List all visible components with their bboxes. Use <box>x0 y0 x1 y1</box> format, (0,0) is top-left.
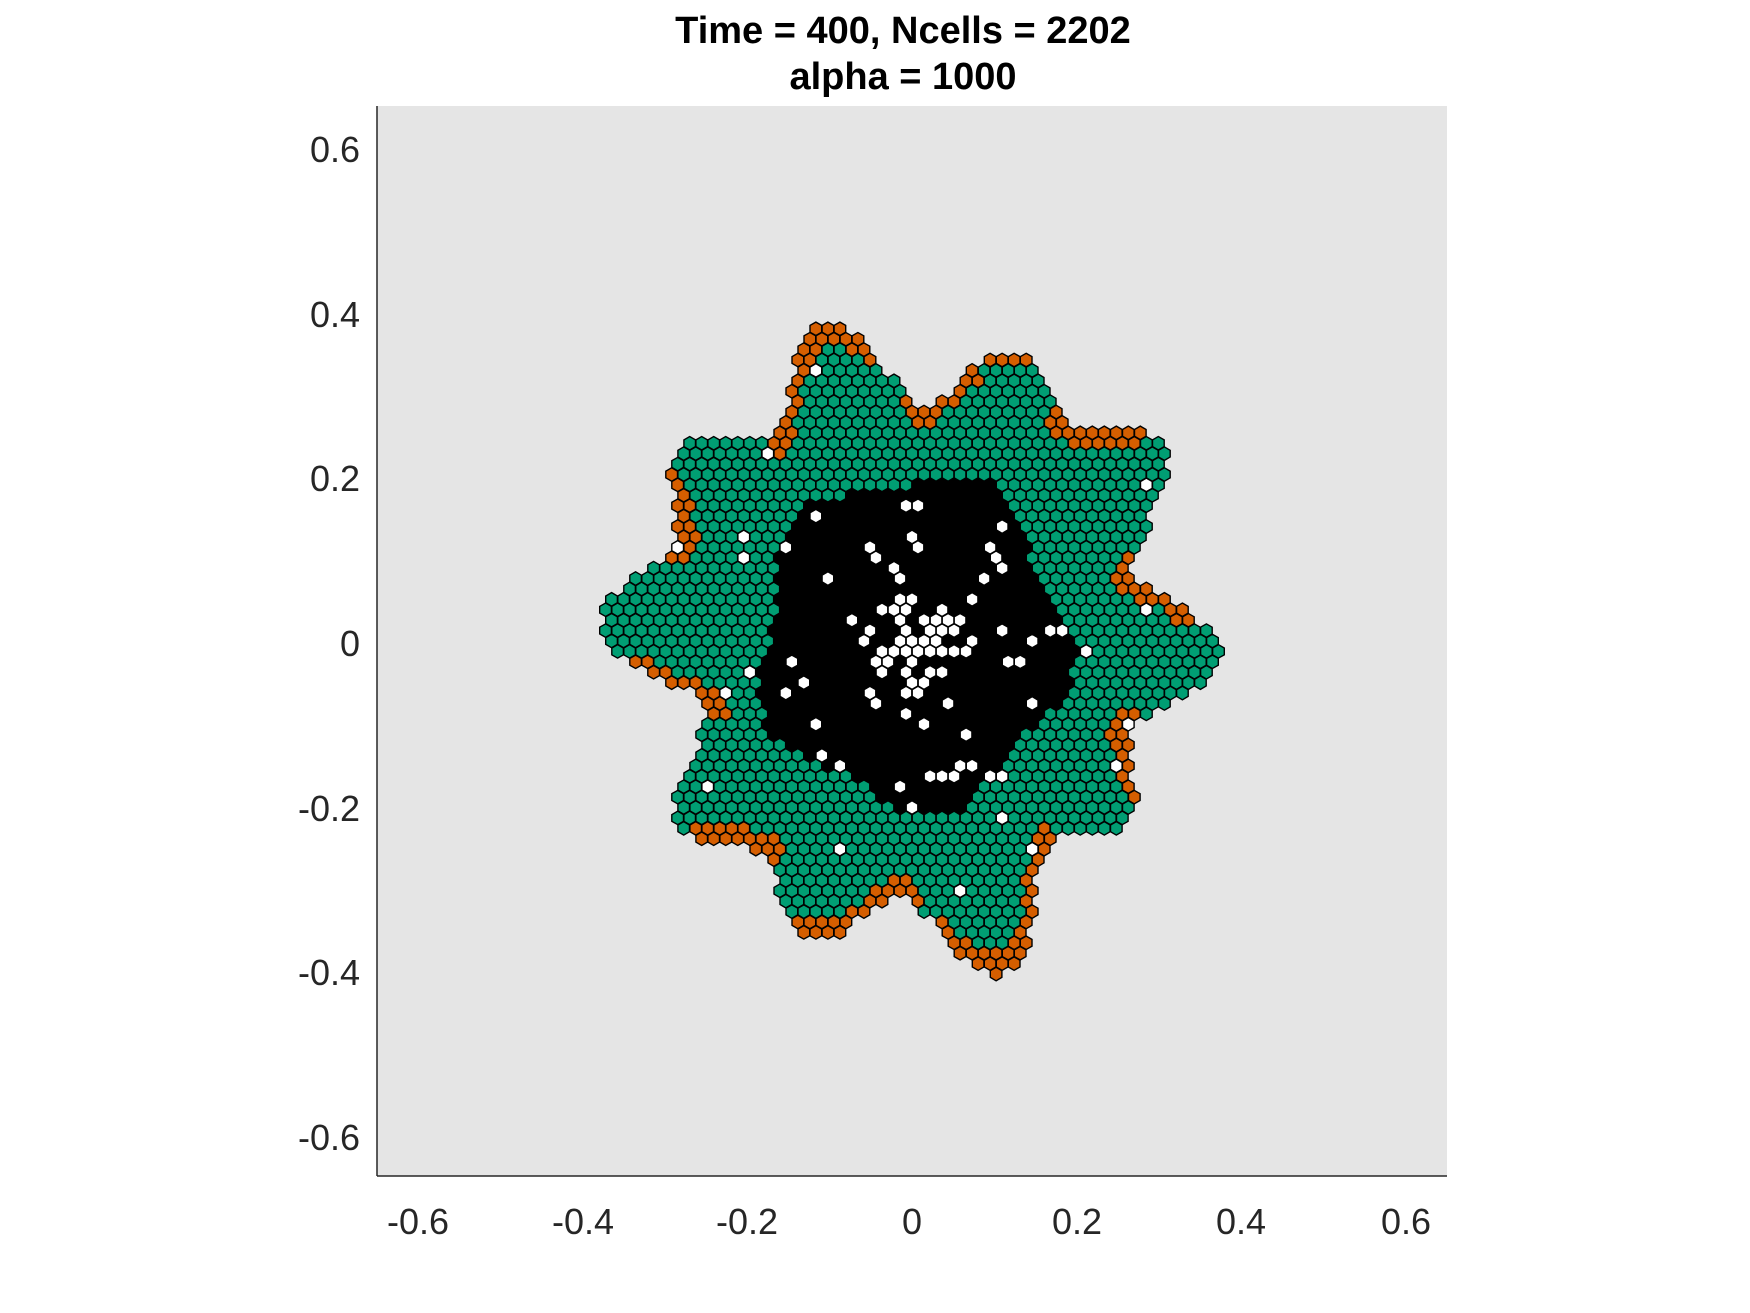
x-tick-label: 0.4 <box>1216 1201 1266 1242</box>
cell-marker <box>821 321 835 337</box>
y-tick-labels: 0.6 0.4 0.2 0 -0.2 -0.4 -0.6 <box>298 129 360 1158</box>
cell-marker <box>983 352 997 368</box>
cell-marker <box>1139 581 1153 597</box>
cell-marker <box>1175 602 1189 618</box>
cell-marker <box>1073 425 1087 441</box>
cell-marker <box>1121 425 1135 441</box>
chart-title-line-2: alpha = 1000 <box>789 56 1016 98</box>
cell-marker <box>719 435 733 451</box>
cell-marker <box>605 591 619 607</box>
x-tick-label: 0.2 <box>1052 1201 1102 1242</box>
cell-marker <box>1157 591 1171 607</box>
cell-marker <box>851 331 865 347</box>
cell-marker <box>695 435 709 451</box>
cell-marker <box>731 435 745 451</box>
y-tick-label: 0.6 <box>310 129 360 170</box>
chart-title-line-1: Time = 400, Ncells = 2202 <box>675 10 1131 52</box>
cell-marker <box>1019 352 1033 368</box>
cell-marker <box>965 362 979 378</box>
cell-marker <box>1133 425 1147 441</box>
cell-marker <box>683 435 697 451</box>
cell-marker <box>707 435 721 451</box>
y-tick-label: -0.6 <box>298 1117 360 1158</box>
cell-marker <box>935 394 949 410</box>
y-tick-label: -0.2 <box>298 788 360 829</box>
y-tick-label: -0.4 <box>298 952 360 993</box>
cell-marker <box>755 435 769 451</box>
cell-marker <box>647 560 661 576</box>
cell-marker <box>1097 425 1111 441</box>
cell-marker <box>1085 425 1099 441</box>
x-tick-labels: -0.6 -0.4 -0.2 0 0.2 0.4 0.6 <box>387 1201 1431 1242</box>
cell-marker <box>629 570 643 587</box>
cell-marker <box>1007 352 1021 368</box>
y-tick-label: 0.4 <box>310 294 360 335</box>
cell-marker <box>1199 623 1213 639</box>
cell-marker <box>833 321 847 337</box>
cell-layer <box>599 321 1226 982</box>
cell-marker <box>743 435 757 451</box>
y-tick-label: 0 <box>340 623 360 664</box>
cell-marker <box>887 373 901 389</box>
x-tick-label: 0.6 <box>1381 1201 1431 1242</box>
cell-marker <box>809 321 823 337</box>
cell-marker <box>995 352 1009 368</box>
x-tick-label: -0.6 <box>387 1201 449 1242</box>
cell-marker <box>1151 435 1165 451</box>
cell-marker <box>1109 425 1123 441</box>
x-tick-label: -0.4 <box>552 1201 614 1242</box>
cell-marker <box>917 404 931 420</box>
x-tick-label: -0.2 <box>716 1201 778 1242</box>
y-tick-label: 0.2 <box>310 458 360 499</box>
x-tick-label: 0 <box>902 1201 922 1242</box>
